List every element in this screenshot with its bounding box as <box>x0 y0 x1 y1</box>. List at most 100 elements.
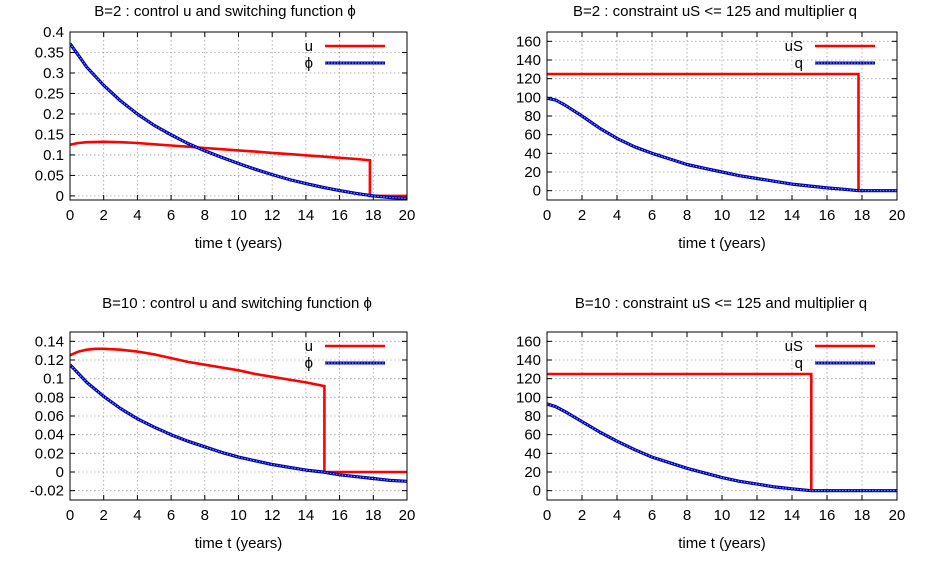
legend-label: uS <box>785 338 803 355</box>
x-tick-label: 6 <box>167 207 175 224</box>
x-tick-label: 4 <box>613 207 621 224</box>
x-tick-label: 18 <box>365 207 382 224</box>
chart-title: B=2 : control u and switching function ϕ <box>94 3 355 20</box>
y-tick-label: 0.3 <box>43 65 64 82</box>
y-tick-label: 100 <box>516 389 541 406</box>
series-line-highlight <box>70 364 407 482</box>
series-line-highlight <box>547 97 897 192</box>
x-tick-label: 10 <box>714 507 731 524</box>
y-tick-label: 20 <box>524 164 541 181</box>
x-tick-label: 4 <box>133 507 141 524</box>
legend-label: ϕ <box>305 355 313 372</box>
x-tick-label: 0 <box>66 207 74 224</box>
plot-frame <box>69 331 408 501</box>
plot-frame <box>69 31 408 201</box>
y-tick-label: 0.15 <box>35 126 64 143</box>
legend-label: uS <box>785 38 803 55</box>
y-tick-label: 60 <box>524 427 541 444</box>
y-tick-label: 0 <box>56 188 64 205</box>
y-tick-label: 160 <box>516 333 541 350</box>
y-tick-label: 0.05 <box>35 167 64 184</box>
series-line-highlight <box>547 403 897 492</box>
y-tick-label: 0.04 <box>35 427 64 444</box>
x-tick-label: 16 <box>819 507 836 524</box>
legend-label: q <box>795 355 803 372</box>
series-line-u <box>70 347 407 474</box>
x-tick-label: 0 <box>66 507 74 524</box>
chart-panel-3: B=10 : control u and switching function … <box>30 295 416 552</box>
y-tick-label: 0 <box>56 464 64 481</box>
x-tick-label: 20 <box>889 207 906 224</box>
x-axis-label: time t (years) <box>678 235 766 252</box>
y-tick-label: 0 <box>533 183 541 200</box>
plot-area <box>547 72 897 193</box>
x-tick-label: 14 <box>298 507 315 524</box>
y-tick-label: 0.1 <box>43 147 64 164</box>
y-tick-label: 60 <box>524 127 541 144</box>
chart-panel-4: B=10 : constraint uS <= 125 and multipli… <box>516 295 905 552</box>
y-tick-label: 0.08 <box>35 389 64 406</box>
y-tick-label: 0.2 <box>43 106 64 123</box>
y-tick-label: 0.1 <box>43 371 64 388</box>
x-tick-label: 20 <box>399 507 416 524</box>
series-line-u <box>70 140 407 198</box>
chart-panel-2: B=2 : constraint uS <= 125 and multiplie… <box>516 3 905 252</box>
x-tick-label: 18 <box>854 207 871 224</box>
y-tick-label: 80 <box>524 108 541 125</box>
y-tick-label: 140 <box>516 352 541 369</box>
x-tick-label: 6 <box>167 507 175 524</box>
x-tick-label: 2 <box>578 207 586 224</box>
y-tick-label: 0.12 <box>35 352 64 369</box>
legend-label: u <box>305 338 313 355</box>
plot-area <box>70 42 407 200</box>
x-tick-label: 14 <box>298 207 315 224</box>
x-tick-label: 2 <box>100 207 108 224</box>
x-tick-label: 16 <box>331 207 348 224</box>
x-tick-label: 10 <box>230 507 247 524</box>
y-tick-label: 120 <box>516 371 541 388</box>
x-tick-label: 2 <box>100 507 108 524</box>
x-tick-label: 2 <box>578 507 586 524</box>
legend-label: q <box>795 55 803 72</box>
y-tick-label: 80 <box>524 408 541 425</box>
y-tick-label: 120 <box>516 71 541 88</box>
x-tick-label: 18 <box>854 507 871 524</box>
y-tick-label: 0.35 <box>35 44 64 61</box>
x-tick-label: 20 <box>889 507 906 524</box>
y-tick-label: 140 <box>516 52 541 69</box>
y-tick-label: 0.14 <box>35 333 64 350</box>
x-tick-label: 4 <box>133 207 141 224</box>
y-tick-label: 40 <box>524 445 541 462</box>
y-tick-label: 0.06 <box>35 408 64 425</box>
y-tick-label: 160 <box>516 33 541 50</box>
chart-title: B=10 : constraint uS <= 125 and multipli… <box>575 295 867 312</box>
x-tick-label: 14 <box>784 507 801 524</box>
x-tick-label: 8 <box>201 207 209 224</box>
y-tick-label: 0.4 <box>43 24 64 41</box>
x-tick-label: 8 <box>683 507 691 524</box>
chart-panel-1: B=2 : control u and switching function ϕ… <box>35 3 416 252</box>
x-tick-label: 14 <box>784 207 801 224</box>
legend-label: ϕ <box>305 55 313 72</box>
chart-title: B=10 : control u and switching function … <box>102 295 372 312</box>
plot-area <box>547 372 897 493</box>
y-tick-label: 20 <box>524 464 541 481</box>
x-axis-label: time t (years) <box>195 235 283 252</box>
series-line-phi <box>70 363 407 483</box>
x-tick-label: 6 <box>648 507 656 524</box>
x-tick-label: 0 <box>543 507 551 524</box>
plot-frame <box>546 31 898 201</box>
x-tick-label: 4 <box>613 507 621 524</box>
y-tick-label: 0.25 <box>35 85 64 102</box>
x-tick-label: 0 <box>543 207 551 224</box>
x-tick-label: 12 <box>749 507 766 524</box>
x-tick-label: 6 <box>648 207 656 224</box>
x-tick-label: 20 <box>399 207 416 224</box>
x-tick-label: 12 <box>264 507 281 524</box>
x-axis-label: time t (years) <box>195 535 283 552</box>
plot-area <box>70 347 407 483</box>
y-tick-label: 0 <box>533 483 541 500</box>
x-tick-label: 10 <box>230 207 247 224</box>
x-tick-label: 12 <box>264 207 281 224</box>
